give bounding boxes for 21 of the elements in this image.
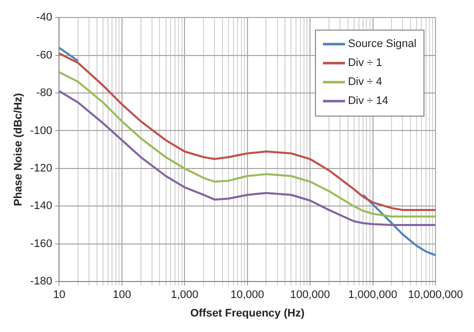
y-tick-label: -80 <box>36 87 52 100</box>
y-tick-label: -60 <box>36 49 52 62</box>
y-tick-label: -140 <box>30 200 52 212</box>
legend-label: Div ÷ 1 <box>348 57 382 70</box>
x-tick-label: 10,000 <box>230 289 264 302</box>
x-tick-label: 1,000 <box>170 289 198 302</box>
legend-label: Div ÷ 4 <box>348 76 382 88</box>
y-tick-label: -160 <box>30 238 52 250</box>
y-tick-label: -40 <box>36 12 52 24</box>
y-tick-label: -120 <box>30 162 52 174</box>
x-tick-label: 100,000 <box>290 289 330 302</box>
y-tick-label: -100 <box>30 124 52 137</box>
legend-label: Source Signal <box>348 38 416 50</box>
x-axis-title: Offset Frequency (Hz) <box>190 307 305 320</box>
y-axis-title: Phase Noise (dBc/Hz) <box>12 92 25 206</box>
x-tick-label: 10 <box>53 289 66 302</box>
x-tick-label: 10,000,000 <box>408 289 464 302</box>
y-tick-label: -180 <box>30 276 52 288</box>
x-tick-label: 100 <box>112 289 132 302</box>
x-tick-label: 1,000,000 <box>348 289 398 302</box>
legend-label: Div ÷ 14 <box>348 95 388 108</box>
